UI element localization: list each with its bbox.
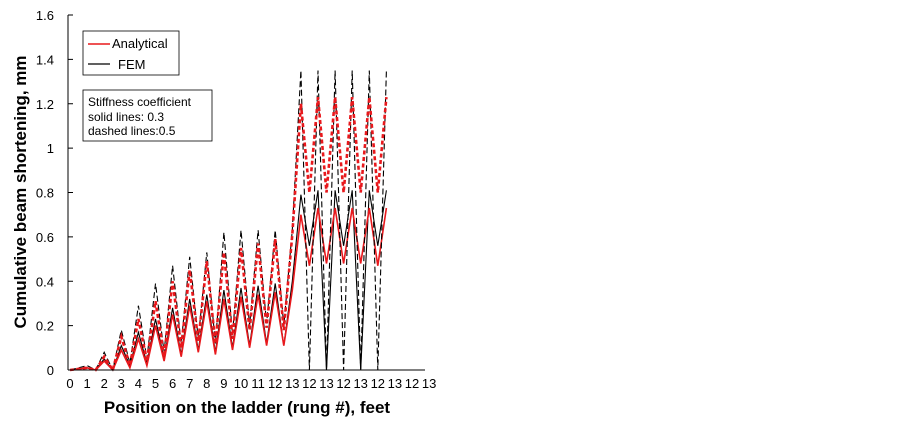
series-line-analytical-solid: [69, 207, 388, 372]
y-axis-title: Cumulative beam shortening, mm: [11, 56, 30, 329]
series-line-analytical-dashed: [69, 96, 388, 374]
annotation-line-3: dashed lines:0.5: [88, 124, 176, 138]
y-tick-label: 1.2: [36, 97, 54, 112]
y-tick-label: 0.8: [36, 186, 54, 201]
x-tick-label: 13: [353, 376, 367, 391]
legend-label-analytical: Analytical: [112, 36, 168, 51]
y-tick-label: 1: [47, 141, 54, 156]
x-tick-label: 2: [101, 376, 108, 391]
x-tick-label: 5: [152, 376, 159, 391]
y-tick-label: 0: [47, 363, 54, 378]
x-tick-label: 3: [118, 376, 125, 391]
x-tick-label: 13: [285, 376, 299, 391]
annotation-box: [82, 89, 213, 142]
annotation-line-1: Stiffness coefficient: [88, 95, 192, 109]
x-tick-label: 4: [135, 376, 142, 391]
x-tick-label: 13: [319, 376, 333, 391]
x-tick-label: 13: [388, 376, 402, 391]
x-tick-label: 8: [203, 376, 210, 391]
x-axis-title: Position on the ladder (rung #), feet: [104, 398, 391, 417]
y-tick-label: 1.4: [36, 52, 54, 67]
legend-label-fem: FEM: [118, 57, 145, 72]
x-tick-label: 6: [169, 376, 176, 391]
x-tick-label: 12: [336, 376, 350, 391]
y-tick-label: 0.4: [36, 274, 54, 289]
x-tick-label: 10: [234, 376, 248, 391]
y-tick-label: 0.2: [36, 319, 54, 334]
x-tick-label: 12: [405, 376, 419, 391]
y-tick-label: 0.6: [36, 230, 54, 245]
legend: Analytical FEM: [82, 30, 180, 76]
x-tick-label: 13: [422, 376, 436, 391]
legend-box: [82, 30, 180, 76]
annotation-line-2: solid lines: 0.3: [88, 110, 164, 124]
x-tick-label: 11: [251, 376, 265, 391]
x-tick-label: 7: [186, 376, 193, 391]
x-tick-label: 9: [220, 376, 227, 391]
x-tick-label: 0: [66, 376, 73, 391]
x-tick-label: 12: [371, 376, 385, 391]
x-tick-label: 12: [268, 376, 282, 391]
y-ticks: 0 0.2 0.4 0.6 0.8 1 1.2 1.4 1.6: [36, 8, 73, 378]
x-tick-label: 12: [302, 376, 316, 391]
annotation: Stiffness coefficient solid lines: 0.3 d…: [82, 89, 213, 142]
x-ticks: 0 1 2 3 4 5 6 7 8 9 10 11 12 13 12 13 12 13 12 13 12 13: [66, 376, 436, 391]
y-tick-label: 1.6: [36, 8, 54, 23]
plot-series: [69, 70, 388, 374]
x-tick-label: 1: [83, 376, 90, 391]
